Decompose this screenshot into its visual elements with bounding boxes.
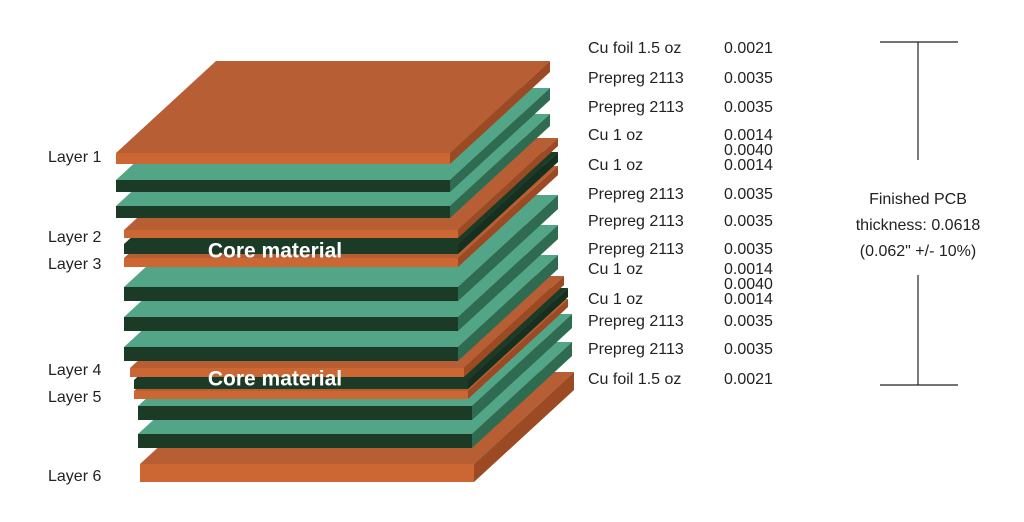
core-thickness: 0.0040 bbox=[724, 142, 773, 159]
thickness-label: 0.0035 bbox=[724, 341, 773, 358]
total-text: thickness: 0.0618 bbox=[856, 217, 981, 234]
thickness-label: 0.0014 bbox=[724, 157, 773, 174]
plate-front bbox=[124, 258, 458, 267]
layer-label: Layer 4 bbox=[48, 362, 101, 379]
material-label: Prepreg 2113 bbox=[588, 241, 684, 258]
material-label: Cu 1 oz bbox=[588, 127, 643, 144]
plate-front bbox=[116, 180, 450, 192]
thickness-label: 0.0035 bbox=[724, 186, 773, 203]
thickness-label: 0.0021 bbox=[724, 40, 773, 57]
thickness-label: 0.0035 bbox=[724, 241, 773, 258]
plate-side bbox=[450, 88, 550, 192]
thickness-label: 0.0035 bbox=[724, 313, 773, 330]
plate-front bbox=[138, 406, 472, 420]
material-label: Cu 1 oz bbox=[588, 261, 643, 278]
layer-label: Layer 2 bbox=[48, 229, 101, 246]
plate-top bbox=[116, 61, 550, 153]
plate-front bbox=[140, 464, 474, 482]
material-label: Prepreg 2113 bbox=[588, 341, 684, 358]
layer-label: Layer 6 bbox=[48, 468, 101, 485]
total-text: Finished PCB bbox=[869, 191, 967, 208]
material-label: Prepreg 2113 bbox=[588, 99, 684, 116]
material-label: Cu foil 1.5 oz bbox=[588, 40, 681, 57]
plate-side bbox=[458, 166, 558, 267]
thickness-label: 0.0035 bbox=[724, 99, 773, 116]
plate-front bbox=[124, 317, 458, 331]
material-label: Prepreg 2113 bbox=[588, 70, 684, 87]
plate-side bbox=[450, 61, 550, 164]
plate-side bbox=[458, 152, 558, 254]
core-label: Core material bbox=[208, 240, 342, 263]
thickness-label: 0.0021 bbox=[724, 371, 773, 388]
plate-side bbox=[458, 195, 558, 301]
plate-front bbox=[124, 244, 458, 254]
thickness-label: 0.0014 bbox=[724, 291, 773, 308]
plate-side bbox=[472, 342, 572, 448]
material-label: Cu 1 oz bbox=[588, 157, 643, 174]
core-thickness: 0.0040 bbox=[724, 276, 773, 293]
thickness-label: 0.0035 bbox=[724, 213, 773, 230]
plate-side bbox=[472, 314, 572, 420]
material-label: Prepreg 2113 bbox=[588, 213, 684, 230]
plate-side bbox=[464, 276, 564, 377]
plate-front bbox=[124, 347, 458, 361]
plate-front bbox=[138, 434, 472, 448]
plate-front bbox=[134, 380, 468, 389]
plate-side bbox=[458, 138, 558, 238]
plate-front bbox=[116, 153, 450, 164]
plate-side bbox=[468, 288, 568, 389]
thickness-label: 0.0014 bbox=[724, 127, 773, 144]
plate-front bbox=[124, 287, 458, 301]
plate-front bbox=[130, 368, 464, 377]
plate-side bbox=[458, 225, 558, 331]
thickness-label: 0.0014 bbox=[724, 261, 773, 278]
plate-side bbox=[468, 299, 568, 399]
total-text: (0.062" +/- 10%) bbox=[860, 243, 976, 260]
plate-front bbox=[134, 391, 468, 399]
thickness-label: 0.0035 bbox=[724, 70, 773, 87]
material-label: Prepreg 2113 bbox=[588, 186, 684, 203]
material-label: Prepreg 2113 bbox=[588, 313, 684, 330]
layer-stack bbox=[116, 61, 574, 482]
layer-label: Layer 3 bbox=[48, 256, 101, 273]
material-label: Cu 1 oz bbox=[588, 291, 643, 308]
layer-label: Layer 5 bbox=[48, 389, 101, 406]
plate-front bbox=[124, 230, 458, 238]
material-label: Cu foil 1.5 oz bbox=[588, 371, 681, 388]
plate-side bbox=[458, 255, 558, 361]
layer-label: Layer 1 bbox=[48, 149, 101, 166]
plate-side bbox=[450, 114, 550, 218]
plate-side bbox=[474, 372, 574, 482]
core-label: Core material bbox=[208, 368, 342, 391]
plate-front bbox=[116, 206, 450, 218]
